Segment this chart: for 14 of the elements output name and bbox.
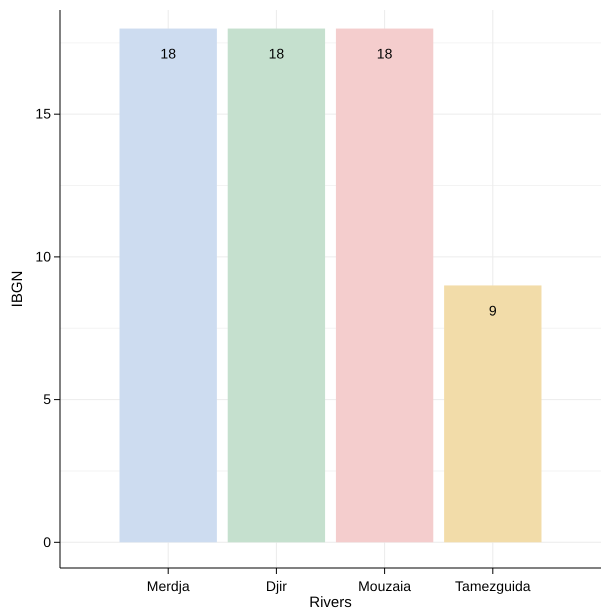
y-tick-label: 5 [43, 391, 52, 408]
data-label: 18 [160, 46, 176, 62]
data-label: 18 [376, 46, 393, 62]
y-tick-label: 10 [35, 248, 52, 264]
y-tick-label: 15 [35, 106, 52, 122]
y-tick-label: 0 [43, 534, 52, 550]
data-label: 18 [268, 46, 284, 62]
x-tick-label: Tamezguida [455, 578, 531, 594]
x-tick-label: Mouzaia [358, 578, 412, 594]
x-axis-title: Rivers [309, 594, 352, 611]
x-tick-label: Djir [266, 578, 288, 594]
y-axis-title: IBGN [9, 270, 26, 308]
x-tick-label: Merdja [146, 578, 190, 594]
data-label: 9 [488, 302, 497, 318]
